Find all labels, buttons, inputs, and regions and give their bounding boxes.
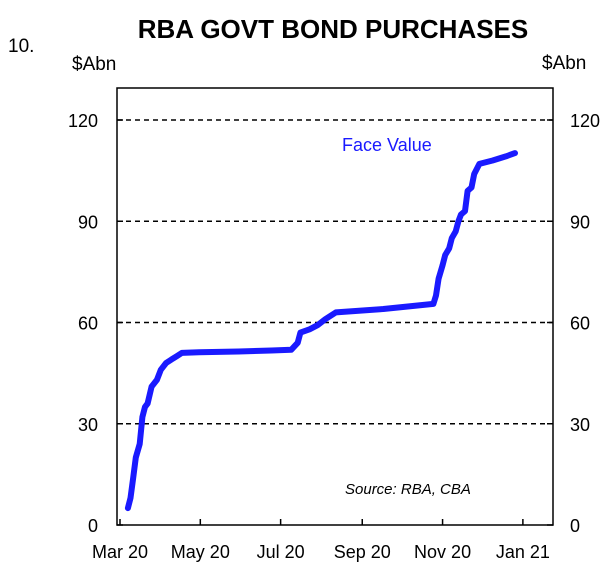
plot-frame: [116, 87, 554, 526]
y-tick-label-left: 60: [78, 314, 98, 334]
source-note: Source: RBA, CBA: [345, 481, 471, 498]
y-tick-label-left: 120: [68, 111, 98, 131]
y-tick-label-left: 0: [88, 516, 98, 536]
x-tick-label: Nov 20: [414, 542, 471, 562]
y-tick-label-left: 30: [78, 415, 98, 435]
y-tick-label-right: 60: [570, 314, 590, 334]
y-tick-label-right: 30: [570, 415, 590, 435]
y-tick-label-right: 120: [570, 111, 600, 131]
axis-ticks: 0 0 30 30 60 60 90 90 120 120 Mar 20 May 20 Jul 20 Se…: [68, 111, 600, 562]
y-tick-label-right: 0: [570, 516, 580, 536]
x-tick-label: Sep 20: [334, 542, 391, 562]
x-tick-label: May 20: [171, 542, 230, 562]
y-axis-label-right: $Abn: [542, 53, 586, 74]
gridlines: [117, 119, 553, 425]
y-axis-label-left: $Abn: [72, 54, 116, 75]
chart-title: RBA GOVT BOND PURCHASES: [138, 14, 529, 44]
x-tick-label: Jan 21: [496, 542, 550, 562]
series-layer: [124, 150, 518, 512]
x-tick-label: Mar 20: [92, 542, 148, 562]
series-label-face-value: Face Value: [342, 135, 432, 155]
y-tick-label-left: 90: [78, 212, 98, 232]
y-tick-label-right: 90: [570, 212, 590, 232]
x-tick-label: Jul 20: [257, 542, 305, 562]
series-line-face-value: [124, 150, 518, 512]
figure-number: 10.: [8, 36, 34, 57]
